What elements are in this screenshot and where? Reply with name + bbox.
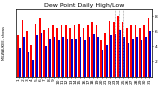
Bar [69,28,71,76]
Bar [113,22,115,76]
Bar [136,37,138,76]
Bar [106,45,108,76]
Bar [139,28,141,76]
Bar [30,45,32,76]
Bar [19,48,21,76]
Bar [23,37,25,76]
Bar [115,34,116,76]
Bar [122,22,123,76]
Bar [65,25,67,76]
Bar [102,50,103,76]
Bar [141,40,142,76]
Bar [35,24,36,76]
Bar [97,37,99,76]
Bar [145,37,147,76]
Bar [32,60,34,76]
Bar [128,43,129,76]
Bar [71,39,73,76]
Bar [22,20,23,76]
Bar [130,25,132,76]
Bar [117,16,119,76]
Bar [100,40,102,76]
Bar [104,33,106,76]
Bar [135,25,136,76]
Text: MILWAUKEE, shows: MILWAUKEE, shows [2,26,6,60]
Bar [52,25,54,76]
Bar [28,52,29,76]
Bar [143,25,145,76]
Bar [83,28,84,76]
Bar [78,24,80,76]
Bar [110,35,112,76]
Bar [91,22,93,76]
Bar [54,37,55,76]
Bar [36,35,38,76]
Bar [109,21,110,76]
Bar [132,39,134,76]
Bar [148,18,149,76]
Bar [62,37,64,76]
Bar [88,37,90,76]
Bar [39,18,41,76]
Bar [26,31,28,76]
Bar [45,46,47,76]
Bar [123,37,125,76]
Bar [49,39,51,76]
Bar [48,28,49,76]
Bar [17,35,19,76]
Bar [119,30,121,76]
Bar [96,25,97,76]
Bar [61,25,62,76]
Bar [80,37,81,76]
Bar [76,39,77,76]
Bar [84,40,86,76]
Bar [41,33,42,76]
Bar [149,31,151,76]
Bar [74,25,76,76]
Bar [67,39,68,76]
Bar [87,25,88,76]
Bar [58,40,60,76]
Bar [56,28,58,76]
Bar [93,34,95,76]
Bar [126,28,128,76]
Bar [43,30,45,76]
Title: Dew Point Daily High/Low: Dew Point Daily High/Low [44,3,124,8]
